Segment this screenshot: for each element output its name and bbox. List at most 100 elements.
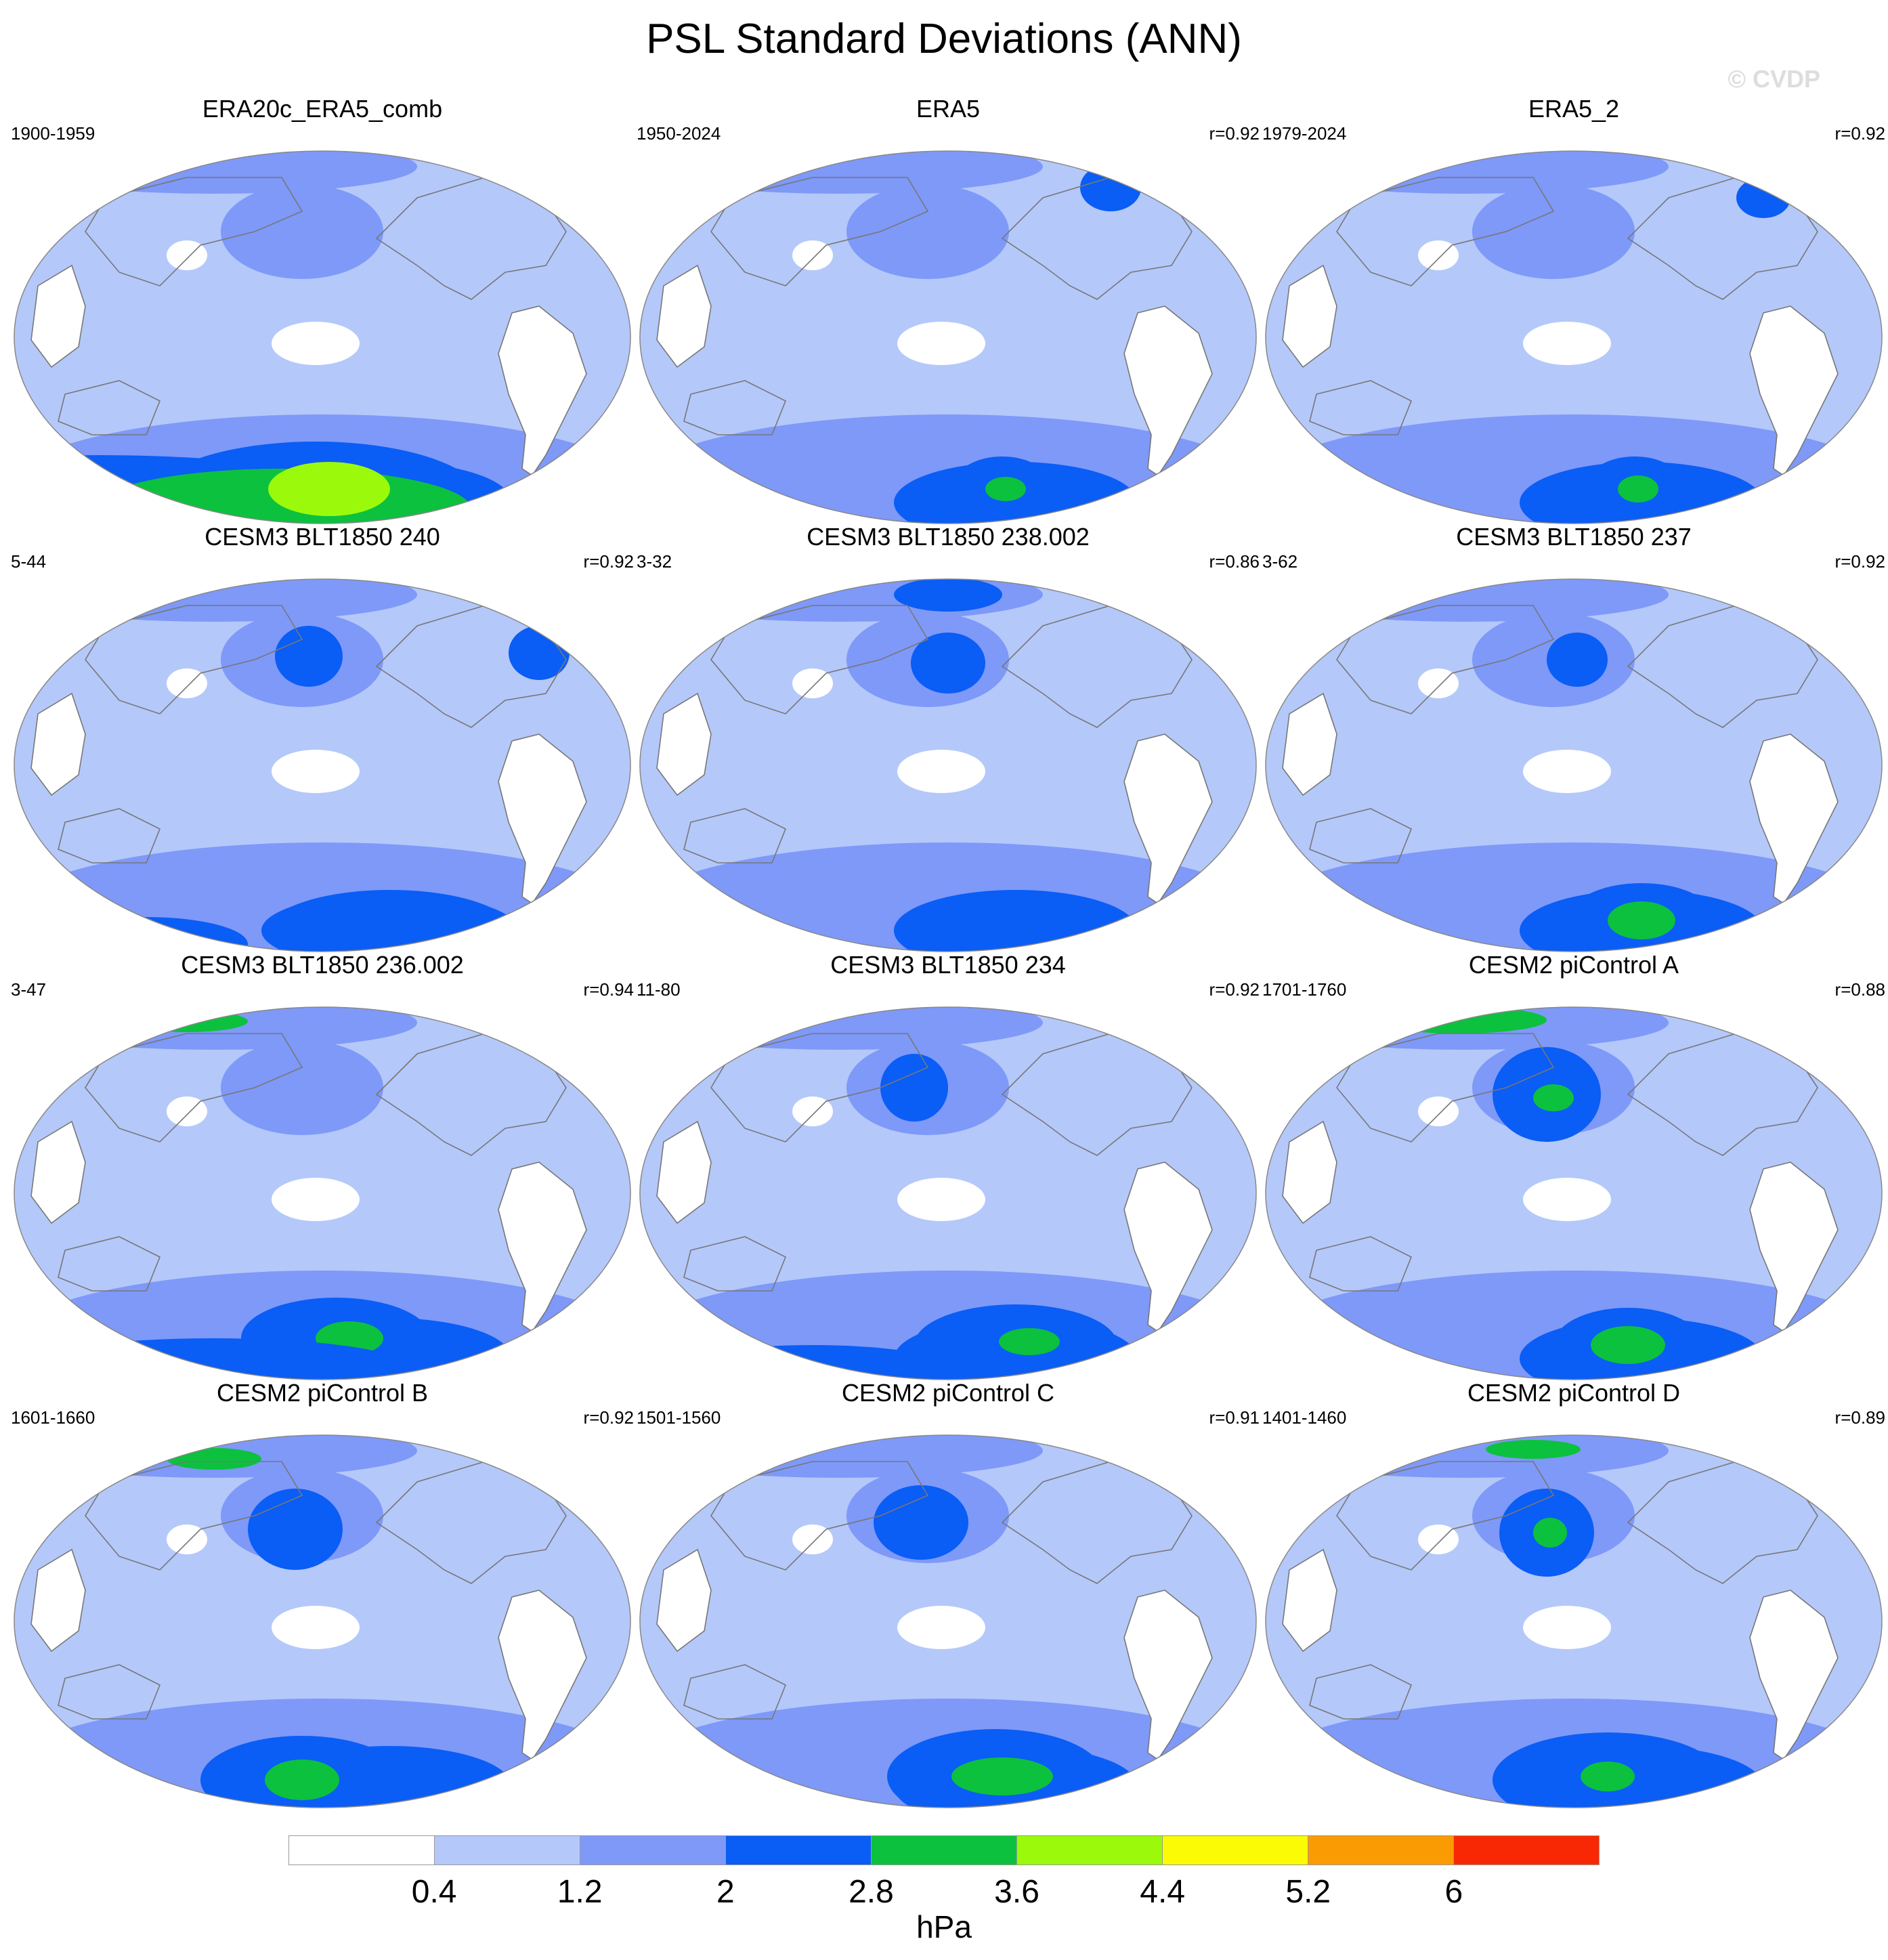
contour-fill xyxy=(1523,1178,1611,1221)
contour-fill xyxy=(1486,1440,1581,1459)
panel-years: 3-62 xyxy=(1262,551,1298,572)
map-panel: ERA20c_ERA5_comb 1900-1959 xyxy=(11,95,634,524)
contour-fill xyxy=(509,626,570,680)
map-panel: CESM3 BLT1850 240 5-44 r=0.92 xyxy=(11,523,634,952)
map-border xyxy=(1265,578,1883,952)
coastline xyxy=(498,1590,587,1761)
coastline xyxy=(30,1548,86,1653)
panel-title: CESM3 BLT1850 236.002 xyxy=(181,951,464,979)
coastline xyxy=(1001,1033,1193,1156)
panel-correlation: r=0.89 xyxy=(1835,1407,1885,1428)
coastline xyxy=(683,808,787,864)
map-field xyxy=(1265,150,1883,524)
contour-layer xyxy=(14,1007,630,1380)
coastline xyxy=(1627,177,1818,300)
contour-fill xyxy=(1618,475,1658,503)
coastline xyxy=(58,808,161,864)
contour-layer xyxy=(640,1435,1256,1808)
map-field xyxy=(1265,1006,1883,1380)
colorbar-box xyxy=(1017,1835,1163,1865)
contour-layer xyxy=(14,579,630,952)
contour-fill xyxy=(167,1448,261,1470)
map-panel: CESM2 piControl C 1501-1560 r=0.91 xyxy=(637,1379,1260,1808)
contour-fill xyxy=(1608,901,1675,939)
contour-layer xyxy=(640,151,1256,524)
panel-correlation: r=0.86 xyxy=(1209,551,1260,572)
panel-title: ERA5 xyxy=(916,95,981,123)
contour-fill xyxy=(126,1010,248,1032)
map-panel: CESM2 piControl D 1401-1460 r=0.89 xyxy=(1262,1379,1885,1808)
coastline xyxy=(656,1548,712,1653)
contour-fill xyxy=(897,750,985,793)
coastline xyxy=(85,177,303,286)
map-field xyxy=(14,150,631,524)
contour-fill xyxy=(1591,1326,1665,1364)
colorbar-tick-label: 5.2 xyxy=(1285,1874,1331,1910)
map-field xyxy=(639,578,1257,952)
contour-fill xyxy=(1371,1007,1547,1034)
map-panel: CESM3 BLT1850 237 3-62 r=0.92 xyxy=(1262,523,1885,952)
coastline xyxy=(1749,1162,1839,1333)
contour-fill xyxy=(897,322,985,365)
contour-fill xyxy=(272,1178,360,1221)
contour-fill xyxy=(221,184,383,279)
colorbar-tick-label: 3.6 xyxy=(994,1874,1039,1910)
contour-fill xyxy=(951,1757,1053,1795)
contour-fill xyxy=(897,1606,985,1649)
coastline xyxy=(710,1033,929,1143)
coastline xyxy=(1001,605,1193,728)
coastline xyxy=(1123,1590,1213,1761)
coastline xyxy=(1123,305,1213,477)
contour-fill xyxy=(894,579,1002,612)
coastline xyxy=(1282,1548,1337,1653)
panel-years: 1701-1760 xyxy=(1262,979,1347,1000)
colorbar-box xyxy=(1163,1835,1308,1865)
contour-fill xyxy=(897,1178,985,1221)
panel-title: CESM2 piControl A xyxy=(1468,951,1679,979)
contour-fill xyxy=(1533,1518,1567,1548)
coastline xyxy=(30,264,86,368)
panel-years: 3-47 xyxy=(11,979,47,1000)
map-field xyxy=(1265,1434,1883,1808)
coastline xyxy=(1336,605,1555,715)
contour-fill xyxy=(1523,1606,1611,1649)
map-field xyxy=(1265,578,1883,952)
panel-title: CESM2 piControl D xyxy=(1467,1379,1681,1407)
contour-fill xyxy=(958,890,1073,951)
contour-layer xyxy=(1266,151,1882,524)
coastline xyxy=(1001,1461,1193,1584)
coastline xyxy=(85,1461,303,1571)
coastline xyxy=(1123,733,1213,905)
map-border xyxy=(639,578,1257,952)
map-panel: CESM3 BLT1850 234 11-80 r=0.92 xyxy=(637,951,1260,1380)
panel-correlation: r=0.92 xyxy=(1209,123,1260,144)
coastline xyxy=(498,305,587,477)
contour-fill xyxy=(268,462,390,516)
map-field xyxy=(639,1006,1257,1380)
coastline xyxy=(656,264,712,368)
colorbar xyxy=(288,1835,1600,1865)
panel-years: 3-32 xyxy=(637,551,672,572)
colorbar-tick-label: 4.4 xyxy=(1140,1874,1186,1910)
contour-fill xyxy=(275,626,343,687)
coastline xyxy=(498,733,587,905)
map-panel: CESM2 piControl A 1701-1760 r=0.88 xyxy=(1262,951,1885,1380)
contour-layer xyxy=(14,1435,630,1808)
coastline xyxy=(58,1664,161,1720)
coastline xyxy=(656,1120,712,1224)
coastline xyxy=(1336,1033,1555,1143)
panel-years: 11-80 xyxy=(637,979,681,1000)
contour-fill xyxy=(1523,750,1611,793)
map-field xyxy=(639,1434,1257,1808)
contour-fill xyxy=(272,750,360,793)
panel-correlation: r=0.92 xyxy=(583,551,634,572)
map-border xyxy=(1265,1006,1883,1380)
map-border xyxy=(14,1434,631,1808)
panel-correlation: r=0.88 xyxy=(1835,979,1885,1000)
panel-correlation: r=0.91 xyxy=(1209,1407,1260,1428)
coastline xyxy=(1309,1236,1413,1292)
map-border xyxy=(14,150,631,524)
colorbar-box xyxy=(435,1835,580,1865)
map-border xyxy=(639,1434,1257,1808)
coastline xyxy=(375,177,567,300)
